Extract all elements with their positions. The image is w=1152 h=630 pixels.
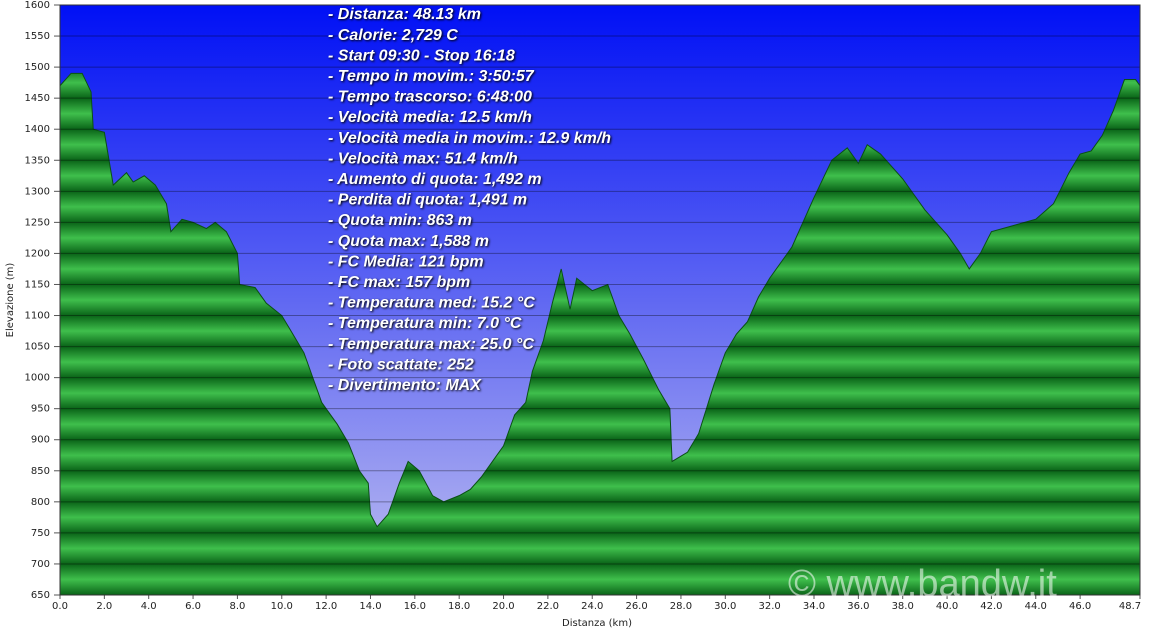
annotation: - Start 09:30 - Stop 16:18 bbox=[328, 47, 515, 64]
annotation: - Perdita di quota: 1,491 m bbox=[328, 192, 527, 209]
x-tick-label: 2.0 bbox=[96, 601, 112, 612]
x-tick-label: 0.0 bbox=[52, 601, 68, 612]
y-tick-label: 850 bbox=[31, 466, 50, 477]
y-tick-label: 1500 bbox=[25, 62, 50, 73]
y-tick-label: 1550 bbox=[25, 31, 50, 42]
x-tick-label: 20.0 bbox=[492, 601, 514, 612]
x-tick-label: 44.0 bbox=[1025, 601, 1047, 612]
x-tick-label: 38.0 bbox=[892, 601, 914, 612]
y-tick-label: 1200 bbox=[25, 248, 50, 259]
annotation: - Calorie: 2,729 C bbox=[328, 27, 458, 44]
annotation: - Tempo in movim.: 3:50:57 bbox=[328, 68, 535, 85]
y-tick-label: 1600 bbox=[25, 0, 50, 11]
y-tick-label: 950 bbox=[31, 404, 50, 415]
x-tick-label: 32.0 bbox=[759, 601, 781, 612]
y-tick-label: 1250 bbox=[25, 217, 50, 228]
annotation: - Temperatura max: 25.0 °C bbox=[328, 336, 534, 353]
y-tick-label: 1350 bbox=[25, 155, 50, 166]
y-axis-label: Elevazione (m) bbox=[5, 263, 16, 338]
x-tick-label: 14.0 bbox=[359, 601, 381, 612]
elevation-line bbox=[59, 72, 1141, 528]
x-tick-label: 30.0 bbox=[714, 601, 736, 612]
annotation: - Tempo trascorso: 6:48:00 bbox=[328, 89, 532, 106]
y-tick-label: 750 bbox=[31, 528, 50, 539]
x-axis-label: Distanza (km) bbox=[562, 618, 632, 629]
watermark: © www.bandw.it bbox=[788, 563, 1057, 605]
x-tick-label: 28.0 bbox=[670, 601, 692, 612]
x-tick-label: 26.0 bbox=[625, 601, 647, 612]
x-tick-label: 16.0 bbox=[404, 601, 426, 612]
annotation: - FC max: 157 bpm bbox=[328, 274, 470, 291]
x-tick-label: 12.0 bbox=[315, 601, 337, 612]
annotation: - Divertimento: MAX bbox=[328, 377, 482, 394]
annotation: - Velocità media: 12.5 km/h bbox=[328, 109, 532, 126]
annotation: - Temperatura med: 15.2 °C bbox=[328, 295, 535, 312]
annotation: - Aumento di quota: 1,492 m bbox=[328, 171, 542, 188]
x-tick-label: 48.7 bbox=[1119, 601, 1141, 612]
x-tick-label: 4.0 bbox=[141, 601, 157, 612]
annotation: - Distanza: 48.13 km bbox=[328, 6, 481, 23]
y-tick-label: 650 bbox=[31, 590, 50, 601]
annotation: - Temperatura min: 7.0 °C bbox=[328, 315, 522, 332]
y-tick-label: 1300 bbox=[25, 186, 50, 197]
annotation: - Quota min: 863 m bbox=[328, 212, 472, 229]
y-tick-label: 800 bbox=[31, 497, 50, 508]
annotation: - Velocità max: 51.4 km/h bbox=[328, 150, 518, 167]
plot-border bbox=[59, 4, 1141, 596]
y-tick-label: 1100 bbox=[25, 311, 50, 322]
x-tick-label: 42.0 bbox=[980, 601, 1002, 612]
x-tick-label: 8.0 bbox=[229, 601, 245, 612]
y-tick-label: 1450 bbox=[25, 93, 50, 104]
x-tick-label: 34.0 bbox=[803, 601, 825, 612]
x-tick-label: 40.0 bbox=[936, 601, 958, 612]
y-tick-label: 900 bbox=[31, 435, 50, 446]
x-tick-label: 6.0 bbox=[185, 601, 201, 612]
y-tick-label: 700 bbox=[31, 559, 50, 570]
y-tick-label: 1400 bbox=[25, 124, 50, 135]
x-tick-label: 46.0 bbox=[1069, 601, 1091, 612]
annotation: - Quota max: 1,588 m bbox=[328, 233, 489, 250]
elevation-area bbox=[60, 73, 1140, 595]
annotation: - Foto scattate: 252 bbox=[328, 356, 474, 373]
x-tick-label: 18.0 bbox=[448, 601, 470, 612]
y-tick-label: 1150 bbox=[25, 279, 50, 290]
x-tick-label: 36.0 bbox=[847, 601, 869, 612]
y-tick-label: 1050 bbox=[25, 342, 50, 353]
x-tick-label: 10.0 bbox=[271, 601, 293, 612]
annotation: - Velocità media in movim.: 12.9 km/h bbox=[328, 130, 611, 147]
y-tick-label: 1000 bbox=[25, 373, 50, 384]
x-tick-label: 22.0 bbox=[537, 601, 559, 612]
x-tick-label: 24.0 bbox=[581, 601, 603, 612]
annotation: - FC Media: 121 bpm bbox=[328, 253, 484, 270]
